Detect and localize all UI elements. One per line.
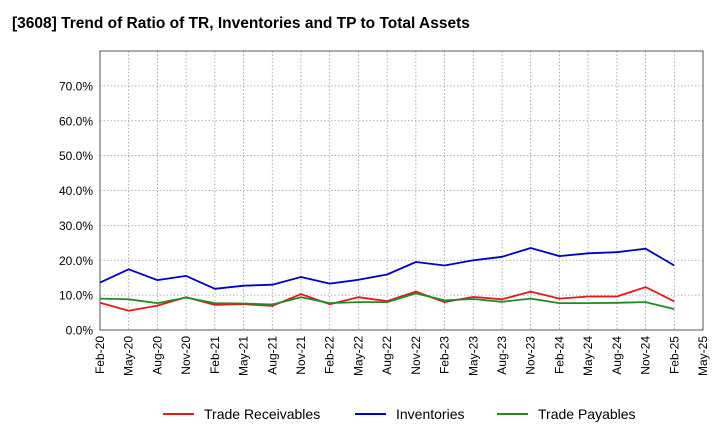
x-tick-label: Nov-21 <box>294 336 308 375</box>
x-tick-label: Feb-20 <box>93 336 107 374</box>
data-series <box>99 247 675 312</box>
axes: 0.0% 10.0% 20.0% 30.0% 40.0% 50.0% 60.0% 70.0% F… <box>59 50 710 376</box>
x-tick-label: May-23 <box>466 336 480 376</box>
x-tick-label: Feb-22 <box>323 336 337 374</box>
x-tick-label: Nov-20 <box>179 336 193 375</box>
x-tick-label: May-25 <box>696 336 710 376</box>
series-line-trade-payables <box>99 292 675 310</box>
y-tick-label: 70.0% <box>59 79 93 93</box>
plot-area-border <box>99 50 704 331</box>
x-tick-label: Aug-24 <box>610 336 624 375</box>
y-tick-label: 10.0% <box>59 289 93 303</box>
y-tick-label: 0.0% <box>66 324 94 338</box>
x-tick-label: May-24 <box>581 336 595 376</box>
x-tick-label: Aug-20 <box>150 336 164 375</box>
y-tick-label: 30.0% <box>59 219 93 233</box>
x-tick-label: May-20 <box>122 336 136 376</box>
x-tick-label: Aug-23 <box>495 336 509 375</box>
x-tick-label: Nov-22 <box>409 336 423 375</box>
series-line-inventories <box>99 247 675 290</box>
legend: Trade Receivables Inventories Trade Payabl… <box>163 406 636 422</box>
x-tick-label: Aug-22 <box>380 336 394 375</box>
grid-lines <box>99 51 704 331</box>
x-tick-label: Nov-23 <box>524 336 538 375</box>
chart-title: [3608] Trend of Ratio of TR, Inventories… <box>12 15 470 32</box>
y-tick-label: 50.0% <box>59 149 93 163</box>
x-tick-label: Aug-21 <box>265 336 279 375</box>
y-tick-label: 40.0% <box>59 184 93 198</box>
x-tick-label: May-22 <box>351 336 365 376</box>
legend-label: Inventories <box>396 406 464 422</box>
x-tick-label: Feb-25 <box>667 336 681 374</box>
y-tick-label: 20.0% <box>59 254 93 268</box>
x-tick-label: May-21 <box>237 336 251 376</box>
x-tick-label: Feb-23 <box>438 336 452 374</box>
legend-label: Trade Payables <box>538 406 636 422</box>
x-tick-label: Nov-24 <box>639 336 653 375</box>
y-tick-label: 60.0% <box>59 114 93 128</box>
x-tick-label: Feb-24 <box>552 336 566 374</box>
x-tick-label: Feb-21 <box>208 336 222 374</box>
legend-label: Trade Receivables <box>204 406 320 422</box>
